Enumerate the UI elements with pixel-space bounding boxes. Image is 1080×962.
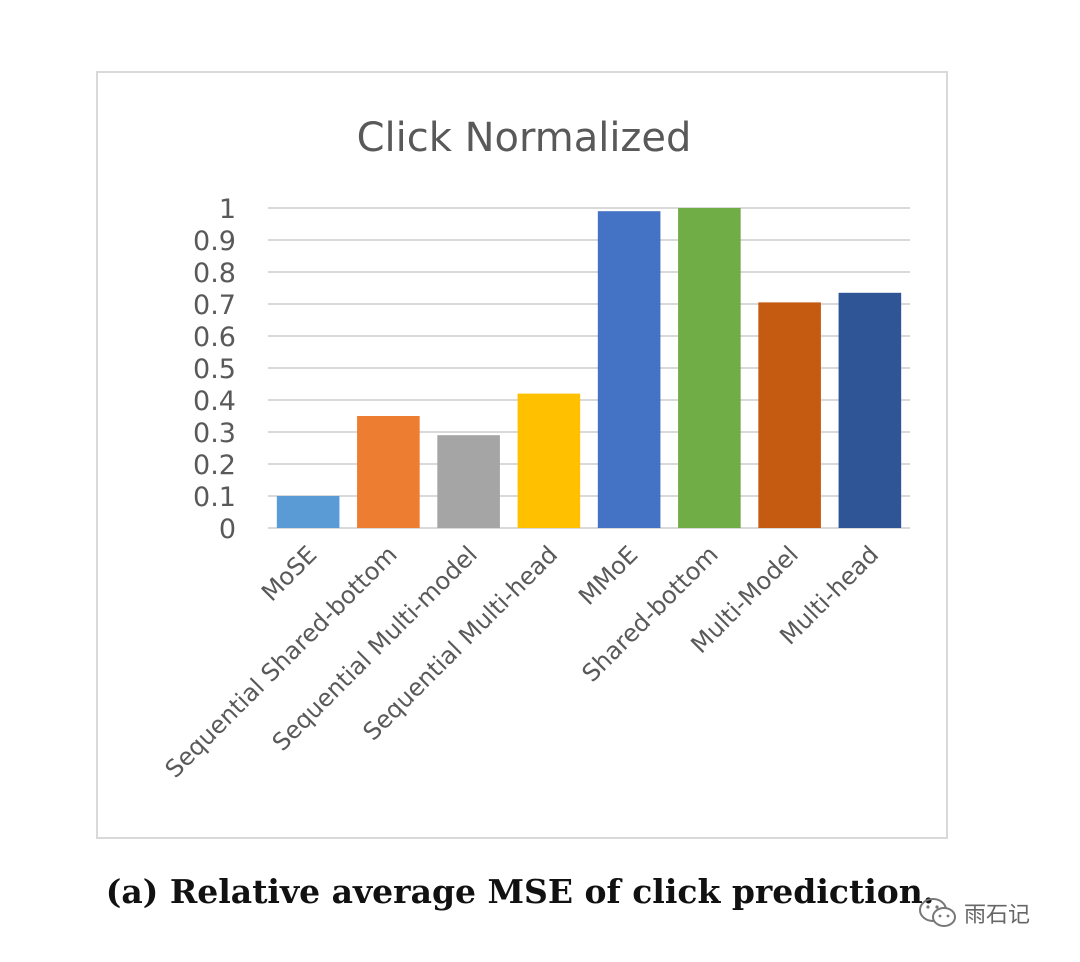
bars <box>276 208 902 528</box>
wechat-icon <box>919 898 956 927</box>
watermark-text: 雨石记 <box>964 903 1031 928</box>
bar-mose <box>276 496 340 528</box>
y-tick-label: 0.1 <box>193 482 236 513</box>
y-tick-label: 0.9 <box>193 226 236 257</box>
figure-caption: (a) Relative average MSE of click predic… <box>105 872 935 911</box>
bar-shared-bottom <box>678 208 741 528</box>
y-axis-ticks: 00.10.20.30.40.50.60.70.80.91 <box>193 194 236 545</box>
x-tick-label: MMoE <box>573 540 643 610</box>
y-tick-label: 0.4 <box>193 386 236 417</box>
x-tick-label: Shared-bottom <box>577 540 724 687</box>
bar-multi-head <box>838 292 902 528</box>
bar-sequential-shared-bottom <box>357 416 420 528</box>
chart-frame: Click Normalized 0 0.1 0.2 0.3 0.4 0.5 0.6 0.7 0… <box>96 71 948 839</box>
y-tick-label: 0.7 <box>193 290 236 321</box>
x-tick-label: MoSE <box>256 540 322 606</box>
y-tick-label: 0.8 <box>193 258 236 289</box>
y-tick-label: 0 <box>219 514 236 545</box>
bar-sequential-multi-model <box>437 435 500 528</box>
bar-mmoe <box>597 211 661 528</box>
bar-sequential-multi-head <box>517 393 581 528</box>
chart-title: Click Normalized <box>357 115 692 161</box>
bar-chart: Click Normalized 00.10.20.30.40.50.60.70… <box>160 115 910 783</box>
y-tick-label: 1 <box>219 194 236 225</box>
bar-multi-model <box>758 302 821 528</box>
watermark: 雨石记 <box>918 896 1030 930</box>
y-tick-label: 0.2 <box>193 450 236 481</box>
y-tick-label: 0.5 <box>193 354 236 385</box>
y-tick-label: 0.3 <box>193 418 236 449</box>
y-tick-label: 0.6 <box>193 322 236 353</box>
